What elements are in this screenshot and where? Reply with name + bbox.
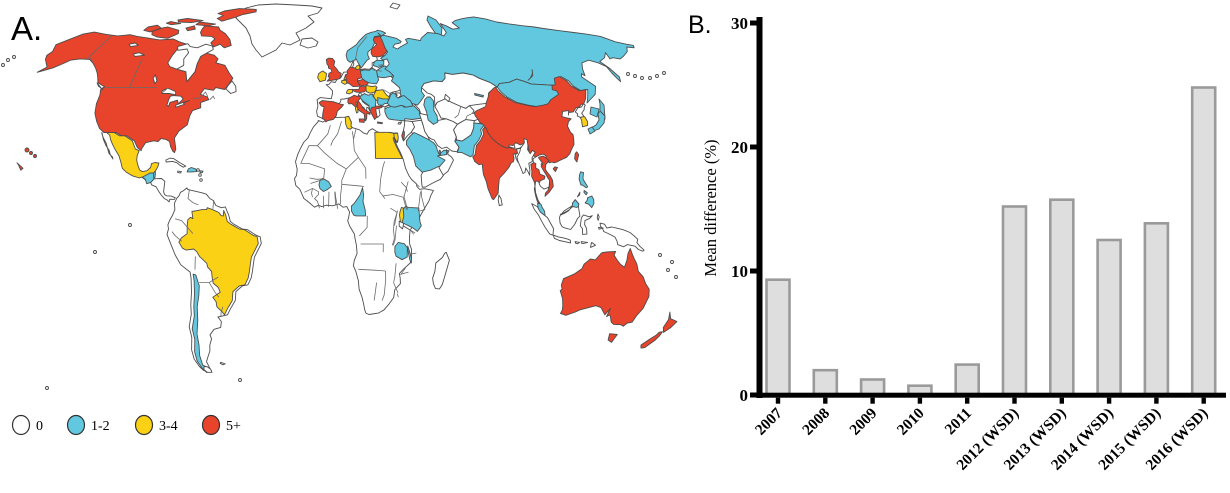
svg-text:0: 0 [740, 386, 749, 405]
svg-text:5+: 5+ [226, 419, 241, 434]
svg-text:0: 0 [36, 419, 43, 434]
svg-text:Mean difference (%): Mean difference (%) [701, 139, 720, 276]
svg-text:10: 10 [731, 262, 748, 281]
svg-text:B.: B. [688, 11, 712, 39]
svg-text:A.: A. [11, 10, 42, 47]
svg-text:30: 30 [731, 14, 748, 33]
svg-text:20: 20 [731, 138, 748, 157]
svg-text:3-4: 3-4 [159, 419, 178, 434]
svg-text:1-2: 1-2 [91, 419, 110, 434]
